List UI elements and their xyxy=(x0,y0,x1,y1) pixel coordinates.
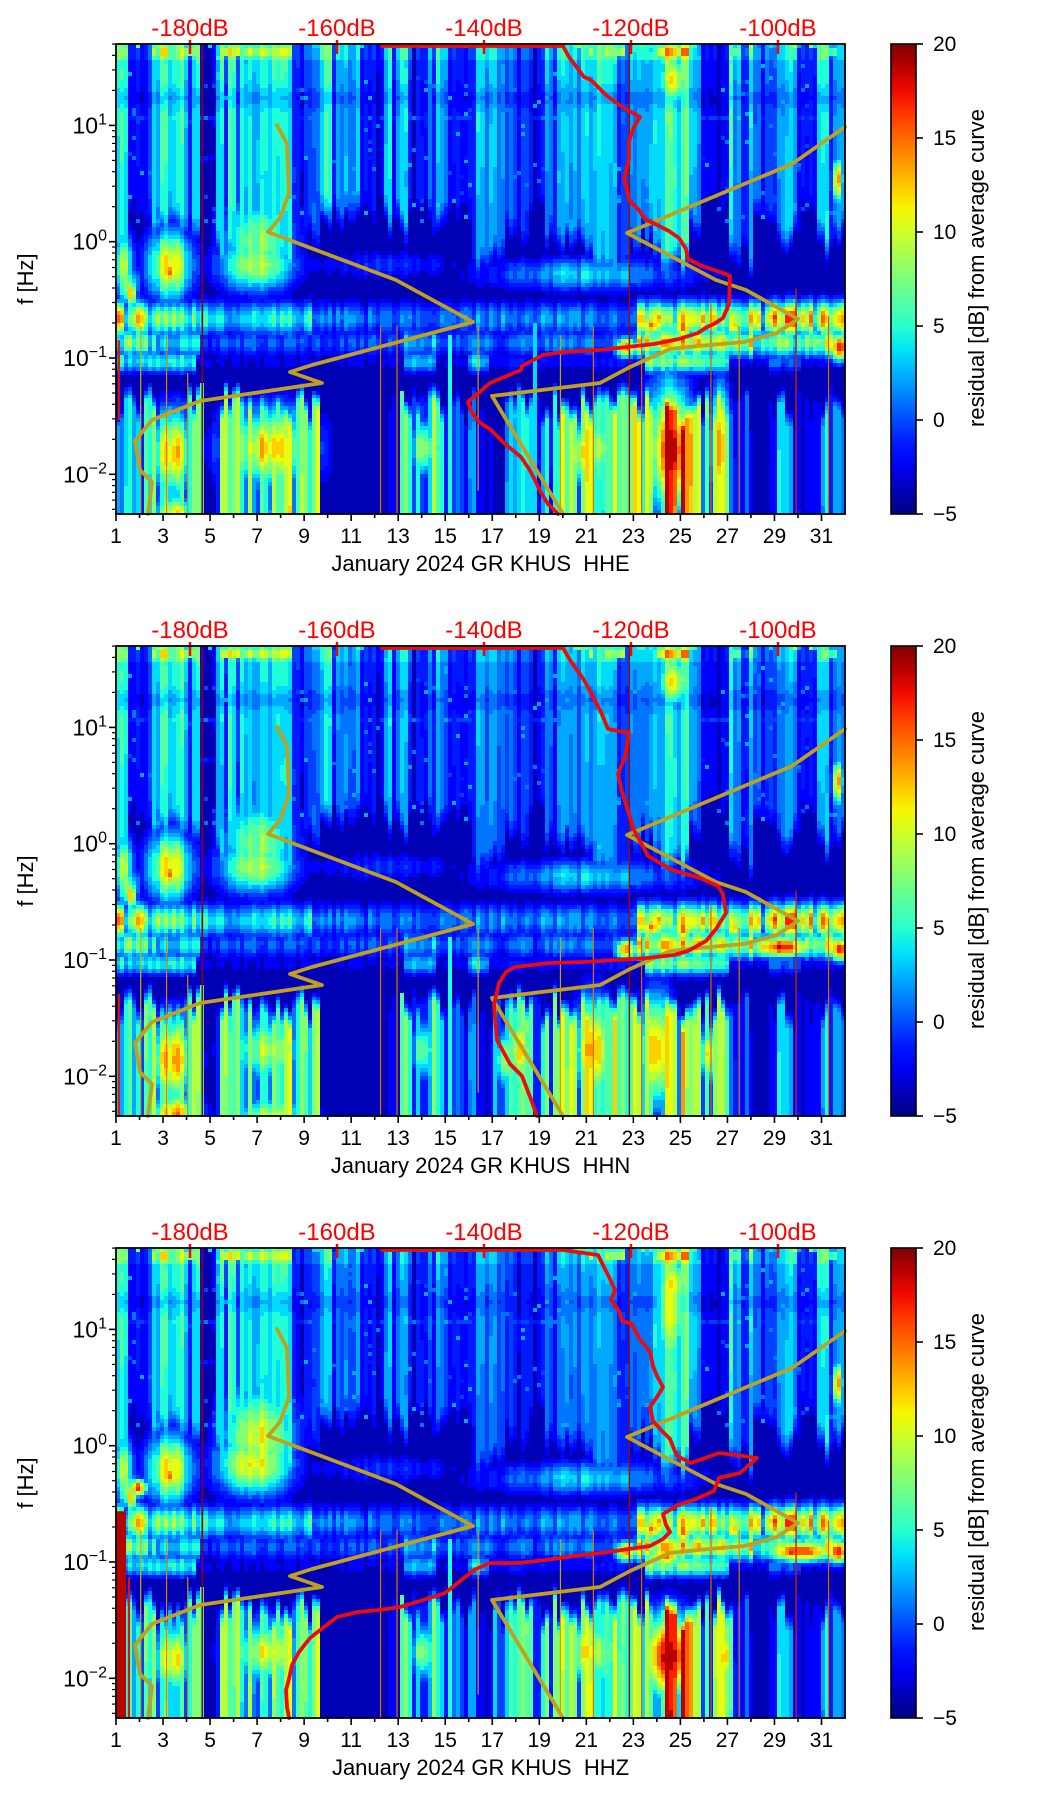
svg-text:January 2024 GR KHUS HHN: January 2024 GR KHUS HHN xyxy=(331,1153,631,1178)
svg-text:27: 27 xyxy=(716,525,739,548)
svg-text:9: 9 xyxy=(298,525,310,548)
svg-text:-140dB: -140dB xyxy=(445,15,522,42)
svg-text:11: 11 xyxy=(340,1729,362,1752)
svg-text:January 2024 GR KHUS HHZ: January 2024 GR KHUS HHZ xyxy=(332,1755,629,1780)
svg-text:0: 0 xyxy=(933,1613,945,1636)
svg-text:0: 0 xyxy=(933,409,945,432)
svg-text:15: 15 xyxy=(933,729,956,752)
svg-text:7: 7 xyxy=(251,525,263,548)
svg-text:-140dB: -140dB xyxy=(445,1219,522,1246)
svg-text:-100dB: -100dB xyxy=(739,1219,816,1246)
svg-text:-120dB: -120dB xyxy=(592,1219,669,1246)
svg-text:19: 19 xyxy=(528,1729,551,1752)
svg-text:15: 15 xyxy=(933,127,956,150)
svg-text:−5: −5 xyxy=(933,503,957,526)
svg-text:9: 9 xyxy=(298,1127,310,1150)
svg-text:11: 11 xyxy=(340,525,362,548)
svg-text:15: 15 xyxy=(933,1331,956,1354)
svg-text:23: 23 xyxy=(622,1729,645,1752)
svg-text:-180dB: -180dB xyxy=(151,1219,228,1246)
svg-text:−5: −5 xyxy=(933,1707,957,1730)
svg-text:27: 27 xyxy=(716,1127,739,1150)
svg-text:25: 25 xyxy=(669,1127,692,1150)
svg-text:13: 13 xyxy=(387,1729,410,1752)
svg-text:29: 29 xyxy=(763,1127,786,1150)
svg-text:f [Hz]: f [Hz] xyxy=(13,253,38,304)
svg-text:January 2024 GR KHUS HHE: January 2024 GR KHUS HHE xyxy=(331,551,629,576)
svg-text:-160dB: -160dB xyxy=(298,617,375,644)
svg-text:25: 25 xyxy=(669,525,692,548)
svg-text:-120dB: -120dB xyxy=(592,15,669,42)
svg-text:-180dB: -180dB xyxy=(151,617,228,644)
svg-text:31: 31 xyxy=(810,1729,833,1752)
svg-text:10: 10 xyxy=(933,1425,956,1448)
svg-text:-120dB: -120dB xyxy=(592,617,669,644)
svg-text:11: 11 xyxy=(340,1127,362,1150)
svg-text:-180dB: -180dB xyxy=(151,15,228,42)
svg-text:13: 13 xyxy=(387,1127,410,1150)
svg-text:5: 5 xyxy=(204,525,216,548)
svg-text:-100dB: -100dB xyxy=(739,617,816,644)
svg-text:7: 7 xyxy=(251,1729,263,1752)
svg-text:−5: −5 xyxy=(933,1105,957,1128)
svg-text:17: 17 xyxy=(481,1729,504,1752)
svg-text:21: 21 xyxy=(575,1729,598,1752)
svg-text:-100dB: -100dB xyxy=(739,15,816,42)
svg-text:19: 19 xyxy=(528,1127,551,1150)
svg-text:-160dB: -160dB xyxy=(298,1219,375,1246)
svg-text:3: 3 xyxy=(157,1729,169,1752)
svg-text:13: 13 xyxy=(387,525,410,548)
svg-text:3: 3 xyxy=(157,525,169,548)
svg-text:15: 15 xyxy=(434,1729,457,1752)
svg-text:15: 15 xyxy=(434,1127,457,1150)
svg-text:5: 5 xyxy=(204,1729,216,1752)
svg-text:23: 23 xyxy=(622,525,645,548)
svg-text:29: 29 xyxy=(763,525,786,548)
svg-text:21: 21 xyxy=(575,1127,598,1150)
svg-text:1: 1 xyxy=(110,1127,122,1150)
svg-text:-140dB: -140dB xyxy=(445,617,522,644)
svg-text:5: 5 xyxy=(933,1519,945,1542)
svg-text:1: 1 xyxy=(110,1729,122,1752)
svg-text:17: 17 xyxy=(481,1127,504,1150)
svg-text:31: 31 xyxy=(810,1127,833,1150)
svg-text:23: 23 xyxy=(622,1127,645,1150)
svg-text:3: 3 xyxy=(157,1127,169,1150)
svg-text:residual [dB] from average cur: residual [dB] from average curve xyxy=(964,109,989,427)
svg-text:19: 19 xyxy=(528,525,551,548)
svg-text:residual [dB] from average cur: residual [dB] from average curve xyxy=(964,711,989,1029)
svg-text:1: 1 xyxy=(110,525,122,548)
svg-text:21: 21 xyxy=(575,525,598,548)
svg-text:f [Hz]: f [Hz] xyxy=(13,855,38,906)
svg-text:20: 20 xyxy=(933,635,956,658)
svg-text:9: 9 xyxy=(298,1729,310,1752)
svg-text:7: 7 xyxy=(251,1127,263,1150)
svg-text:17: 17 xyxy=(481,525,504,548)
svg-text:0: 0 xyxy=(933,1011,945,1034)
svg-text:20: 20 xyxy=(933,1237,956,1260)
svg-text:20: 20 xyxy=(933,33,956,56)
svg-text:f [Hz]: f [Hz] xyxy=(13,1457,38,1508)
svg-text:25: 25 xyxy=(669,1729,692,1752)
svg-text:29: 29 xyxy=(763,1729,786,1752)
svg-text:10: 10 xyxy=(933,221,956,244)
svg-text:5: 5 xyxy=(204,1127,216,1150)
svg-text:-160dB: -160dB xyxy=(298,15,375,42)
svg-text:10: 10 xyxy=(933,823,956,846)
svg-text:5: 5 xyxy=(933,917,945,940)
svg-text:27: 27 xyxy=(716,1729,739,1752)
svg-text:residual [dB] from average cur: residual [dB] from average curve xyxy=(964,1313,989,1631)
svg-text:5: 5 xyxy=(933,315,945,338)
svg-text:31: 31 xyxy=(810,525,833,548)
svg-text:15: 15 xyxy=(434,525,457,548)
